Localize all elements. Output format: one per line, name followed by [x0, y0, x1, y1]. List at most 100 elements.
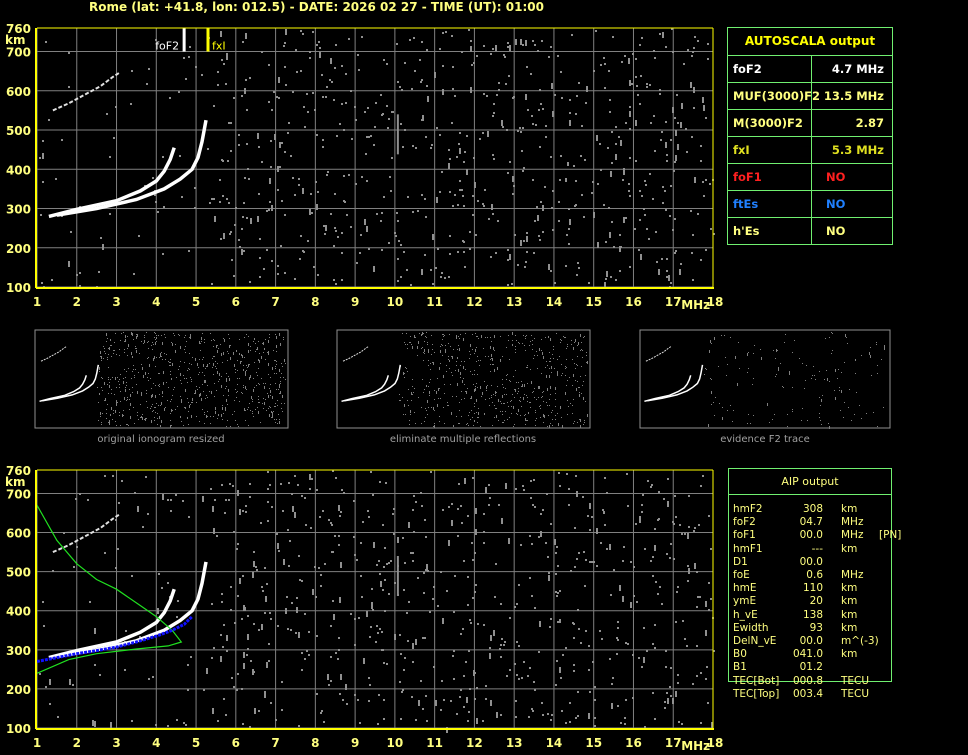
- thumb-noise: [705, 368, 706, 369]
- noise-dot: [223, 233, 225, 239]
- thumb-noise: [884, 345, 885, 348]
- noise-dot: [48, 119, 50, 121]
- noise-dot: [249, 281, 251, 283]
- autoscala-row-muf-3000-f2: MUF(3000)F2 13.5 MHz: [728, 83, 892, 110]
- thumb-noise: [421, 407, 422, 408]
- thumb-noise: [553, 358, 554, 359]
- noise-dot: [249, 483, 251, 485]
- thumb-noise: [259, 384, 260, 385]
- freq-tick-label: 1: [33, 295, 41, 309]
- thumb-noise: [148, 357, 149, 358]
- thumb-o-trace: [644, 375, 692, 403]
- aip-row: TEC[Top] 003.4 TECU: [733, 688, 901, 701]
- thumb-noise: [248, 336, 249, 337]
- thumb-noise: [433, 407, 434, 410]
- noise-dot: [582, 496, 584, 498]
- noise-dot: [307, 111, 309, 113]
- thumb-noise: [101, 377, 102, 378]
- noise-dot: [311, 212, 313, 214]
- thumb-noise: [256, 349, 257, 350]
- freq-tick-label: 10: [387, 736, 404, 750]
- thumb-noise: [205, 398, 206, 399]
- thumb-noise: [257, 407, 258, 408]
- noise-dot: [476, 55, 478, 57]
- thumb-noise: [470, 398, 471, 399]
- thumb-noise: [225, 408, 226, 411]
- thumb-noise: [546, 402, 547, 403]
- noise-dot: [681, 103, 683, 109]
- noise-streak: [396, 114, 399, 155]
- thumb-noise: [126, 382, 127, 383]
- noise-dot: [246, 654, 248, 656]
- electron-density-profile: [36, 504, 183, 674]
- thumbnail-caption-evidence: evidence F2 trace: [720, 434, 810, 445]
- thumb-noise: [196, 402, 197, 403]
- thumb-noise: [451, 412, 452, 415]
- thumb-noise: [490, 371, 491, 372]
- noise-dot: [467, 604, 469, 606]
- noise-dot: [291, 602, 293, 604]
- thumb-noise: [583, 381, 584, 382]
- thumb-noise: [125, 339, 126, 342]
- noise-dot: [211, 603, 213, 605]
- noise-dot: [258, 710, 260, 712]
- thumb-noise: [442, 334, 443, 335]
- thumb-noise: [188, 411, 189, 412]
- thumb-noise: [804, 388, 805, 389]
- thumb-noise: [448, 359, 449, 360]
- noise-dot: [666, 160, 668, 162]
- noise-dot: [262, 590, 264, 592]
- thumb-o-trace: [341, 375, 390, 403]
- thumb-noise: [191, 402, 192, 403]
- noise-dot: [337, 236, 339, 238]
- thumb-noise: [124, 352, 125, 353]
- thumb-noise: [172, 410, 173, 411]
- noise-dot: [508, 75, 510, 77]
- thumb-noise: [405, 414, 406, 415]
- noise-dot: [676, 94, 678, 96]
- noise-dot: [170, 499, 172, 501]
- thumb-noise: [560, 339, 561, 340]
- noise-dot: [298, 178, 300, 180]
- thumb-noise: [514, 397, 515, 398]
- thumb-noise: [423, 360, 424, 361]
- noise-dot: [610, 594, 612, 596]
- noise-dot: [394, 634, 396, 640]
- thumb-noise: [503, 387, 504, 388]
- thumb-noise: [154, 356, 155, 359]
- thumb-noise: [555, 406, 556, 407]
- thumb-noise: [285, 379, 286, 380]
- noise-dot: [330, 58, 332, 64]
- noise-dot: [115, 106, 117, 108]
- thumb-noise: [525, 338, 526, 339]
- thumb-noise: [422, 379, 423, 380]
- thumb-noise: [279, 393, 280, 394]
- thumb-noise: [194, 393, 195, 394]
- autoscala-value: 13.5 MHz: [823, 89, 884, 103]
- thumb-noise: [250, 350, 251, 351]
- thumb-noise: [549, 375, 550, 378]
- noise-dot: [290, 629, 292, 631]
- thumb-noise: [200, 343, 201, 344]
- thumb-noise: [463, 378, 464, 379]
- noise-dot: [612, 36, 614, 38]
- thumb-noise: [754, 345, 755, 346]
- thumb-noise: [477, 387, 478, 388]
- thumb-noise: [467, 388, 468, 389]
- noise-dot: [573, 623, 575, 625]
- thumb-noise: [748, 414, 749, 415]
- thumb-noise: [405, 367, 406, 368]
- noise-dot: [485, 487, 487, 493]
- thumb-noise: [473, 384, 474, 385]
- noise-dot: [606, 492, 608, 494]
- thumb-noise: [227, 351, 228, 352]
- thumb-noise: [550, 361, 551, 362]
- noise-dot: [531, 543, 533, 545]
- thumb-noise: [543, 414, 544, 417]
- noise-dot: [460, 689, 462, 691]
- thumb-noise: [284, 359, 285, 362]
- noise-dot: [51, 279, 53, 281]
- thumb-noise: [98, 420, 99, 421]
- noise-dot: [299, 579, 301, 581]
- thumb-noise: [99, 371, 100, 372]
